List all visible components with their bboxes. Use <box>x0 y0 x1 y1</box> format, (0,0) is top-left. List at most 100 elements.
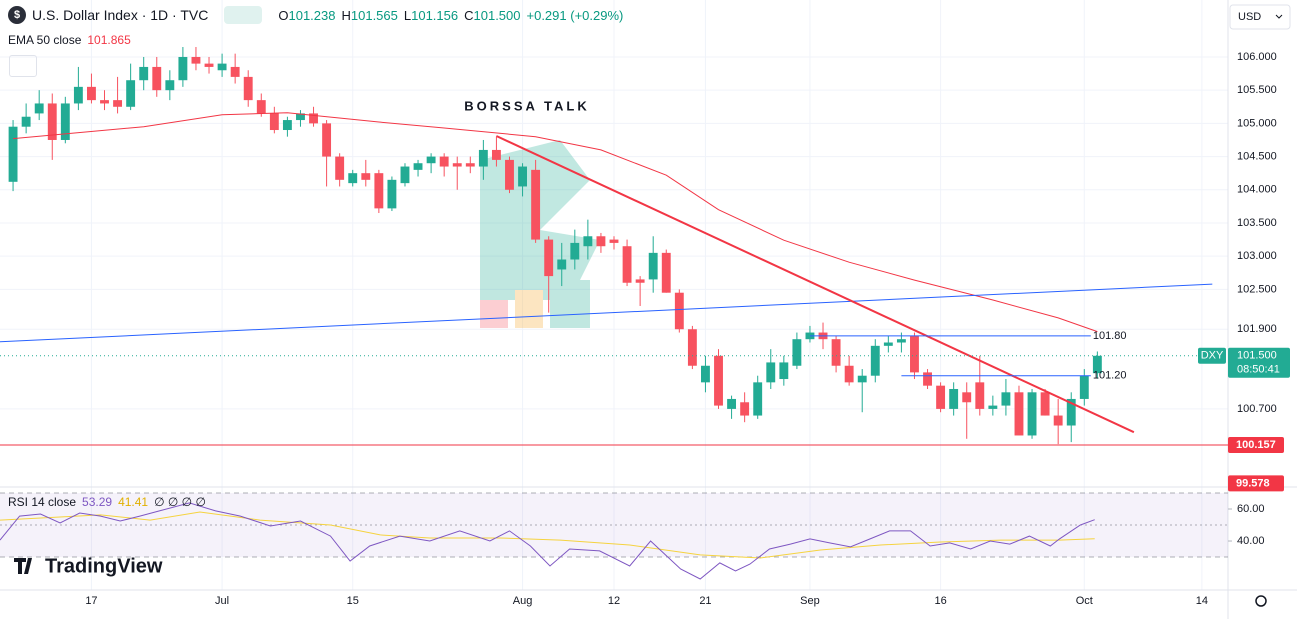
collapse-button[interactable] <box>9 55 37 77</box>
y-tick-label: 105.500 <box>1237 84 1277 96</box>
candle-body <box>583 236 593 247</box>
candle-body <box>87 86 96 101</box>
settings-icon[interactable] <box>1255 595 1267 607</box>
quote-item: O101.238 <box>278 8 335 23</box>
candle-body <box>753 382 763 416</box>
candle-body <box>491 149 501 160</box>
quote-prefix: C <box>464 7 474 23</box>
candle-body <box>1014 392 1024 436</box>
quote-value: 101.156 <box>411 7 459 23</box>
candle-body <box>8 126 18 182</box>
candle-body <box>674 292 684 330</box>
watermark-bar <box>515 290 543 328</box>
candle-body <box>544 239 554 277</box>
ema-line <box>13 112 1098 333</box>
x-tick-label: 21 <box>699 595 711 607</box>
level-label: 101.20 <box>1093 370 1127 382</box>
candle-body <box>557 259 567 270</box>
x-tick-label: Jul <box>215 595 229 607</box>
y-tick-label: 103.000 <box>1237 250 1277 262</box>
candle-body <box>1092 355 1102 374</box>
quote-value: 101.565 <box>350 7 398 23</box>
change: +0.291 (+0.29%) <box>526 7 624 23</box>
rsi-line <box>0 502 1095 580</box>
candle-body <box>870 345 880 376</box>
price-box <box>1228 475 1284 492</box>
candle-body <box>596 236 606 247</box>
candle-body <box>1001 392 1011 406</box>
candle-body <box>113 100 123 107</box>
candle-body <box>910 335 919 373</box>
quote-prefix: H <box>341 7 351 23</box>
candle-body <box>348 173 358 184</box>
trendline <box>495 135 1135 434</box>
x-tick-label: Sep <box>800 595 820 607</box>
candle-body <box>687 329 697 366</box>
price-box-label: 99.578 <box>1236 477 1270 489</box>
candle-body <box>73 86 83 104</box>
candle-body <box>178 56 188 81</box>
candle-body <box>309 113 318 124</box>
candle-body <box>936 385 946 409</box>
candle-body <box>831 339 841 366</box>
candle-body <box>635 279 645 283</box>
quote-value: 101.500 <box>473 7 521 23</box>
candle-body <box>1066 398 1076 426</box>
y-tick-label: 104.000 <box>1237 184 1277 196</box>
currency-select[interactable] <box>1229 4 1291 30</box>
candle-body <box>426 156 436 164</box>
candle-body <box>21 116 31 127</box>
candle-body <box>217 63 227 71</box>
y-tick-label: 101.900 <box>1237 323 1277 335</box>
candle-body <box>204 63 214 67</box>
candle-body <box>701 365 710 383</box>
quote-item: L101.156 <box>404 8 458 23</box>
price-box <box>1228 436 1284 453</box>
last-price-label: 101.500 <box>1237 350 1277 362</box>
candle-body <box>387 179 397 209</box>
quote-prefix: L <box>403 7 412 23</box>
candle-body <box>740 402 750 416</box>
y-tick-label: 102.500 <box>1237 283 1277 295</box>
currency[interactable]: USD <box>1238 11 1261 23</box>
x-tick-label: 14 <box>1196 595 1208 607</box>
toggle[interactable] <box>224 6 263 24</box>
candle-body <box>1079 375 1089 399</box>
x-tick-label: 15 <box>347 595 359 607</box>
ema-name: EMA 50 close <box>8 33 82 47</box>
candle-body <box>478 149 488 167</box>
y-tick-label: 106.000 <box>1237 51 1277 63</box>
candle-body <box>949 388 959 409</box>
candle-body <box>792 339 802 366</box>
candle-body <box>714 355 723 406</box>
rsi-value: 53.29 <box>82 495 113 509</box>
rsi-tick-label: 40.00 <box>1237 535 1265 547</box>
candle-body <box>844 365 854 383</box>
candle-body <box>139 66 149 81</box>
candle-body <box>1040 392 1050 416</box>
rsi-legend: RSI 14 close 53.29 41.41 ∅ ∅ ∅ ∅ <box>8 495 206 509</box>
trendline <box>0 283 1213 343</box>
symbol-box <box>1198 347 1226 364</box>
candle-body <box>962 392 972 403</box>
x-tick-label: 17 <box>85 595 97 607</box>
candle-body <box>152 66 162 91</box>
candle-body <box>34 103 44 114</box>
candle-body <box>857 375 867 383</box>
rsi-extra: ∅ ∅ ∅ ∅ <box>154 495 206 509</box>
candle-body <box>465 163 475 167</box>
candle-body <box>439 156 449 167</box>
ema-value: 101.865 <box>87 33 131 47</box>
header: $ U.S. Dollar Index · 1D · TVC O101.238 H… <box>8 6 623 24</box>
level-label: 101.80 <box>1093 330 1127 342</box>
title: U.S. Dollar Index · 1D · TVC <box>32 7 209 23</box>
candle-body <box>518 166 527 187</box>
candle-body <box>191 56 201 64</box>
candle-body <box>256 100 266 114</box>
x-tick-label: 16 <box>934 595 946 607</box>
y-tick-label: 105.000 <box>1237 117 1277 129</box>
ema-legend: EMA 50 close 101.865 <box>8 33 131 47</box>
x-tick-label: 12 <box>608 595 620 607</box>
